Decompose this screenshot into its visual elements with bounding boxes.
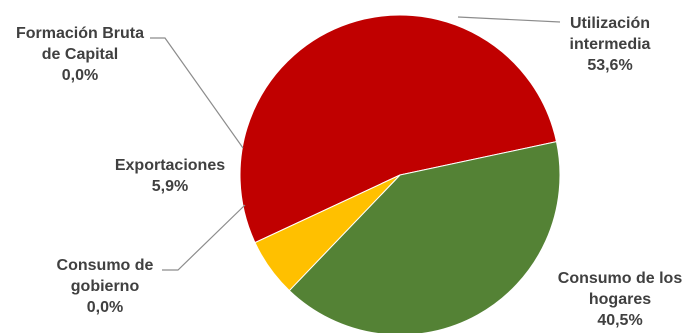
slice-utilizacion-intermedia bbox=[239, 14, 558, 244]
label-name-line: Consumo de bbox=[57, 257, 154, 274]
data-label-utilizacion-intermedia: Utilización intermedia 53,6% bbox=[570, 15, 651, 74]
label-value: 0,0% bbox=[87, 299, 123, 316]
leader-line-utilizacion-intermedia bbox=[457, 16, 561, 23]
pie-slices bbox=[239, 14, 561, 333]
label-value: 40,5% bbox=[597, 312, 642, 329]
data-label-formacion-bruta-de-capital: Formación Bruta de Capital 0,0% bbox=[16, 25, 144, 84]
data-label-consumo-de-gobierno: Consumo de gobierno 0,0% bbox=[57, 257, 154, 316]
label-name-line: Utilización bbox=[570, 15, 650, 32]
label-name-line: Formación Bruta bbox=[16, 25, 144, 42]
slice-exportaciones bbox=[254, 174, 401, 292]
label-name-line: hogares bbox=[589, 291, 651, 308]
leader-line-consumo-de-gobierno bbox=[162, 204, 246, 271]
label-name-line: gobierno bbox=[71, 278, 140, 295]
slice-labels: Utilización intermedia 53,6% Consumo de los… bbox=[16, 15, 682, 329]
slice-consumo-de-los-hogares bbox=[288, 141, 561, 333]
label-value: 0,0% bbox=[62, 67, 98, 84]
leader-line-formacion-bruta-de-capital bbox=[150, 37, 244, 149]
label-name-line: Exportaciones bbox=[115, 157, 225, 174]
data-label-exportaciones: Exportaciones 5,9% bbox=[115, 157, 225, 195]
label-value: 5,9% bbox=[152, 178, 188, 195]
label-value: 53,6% bbox=[587, 57, 632, 74]
label-name-line: de Capital bbox=[42, 46, 118, 63]
label-name-line: Consumo de los bbox=[558, 270, 683, 287]
data-label-consumo-de-los-hogares: Consumo de los hogares 40,5% bbox=[558, 270, 683, 329]
label-name-line: intermedia bbox=[570, 36, 651, 53]
leader-lines bbox=[150, 16, 561, 271]
